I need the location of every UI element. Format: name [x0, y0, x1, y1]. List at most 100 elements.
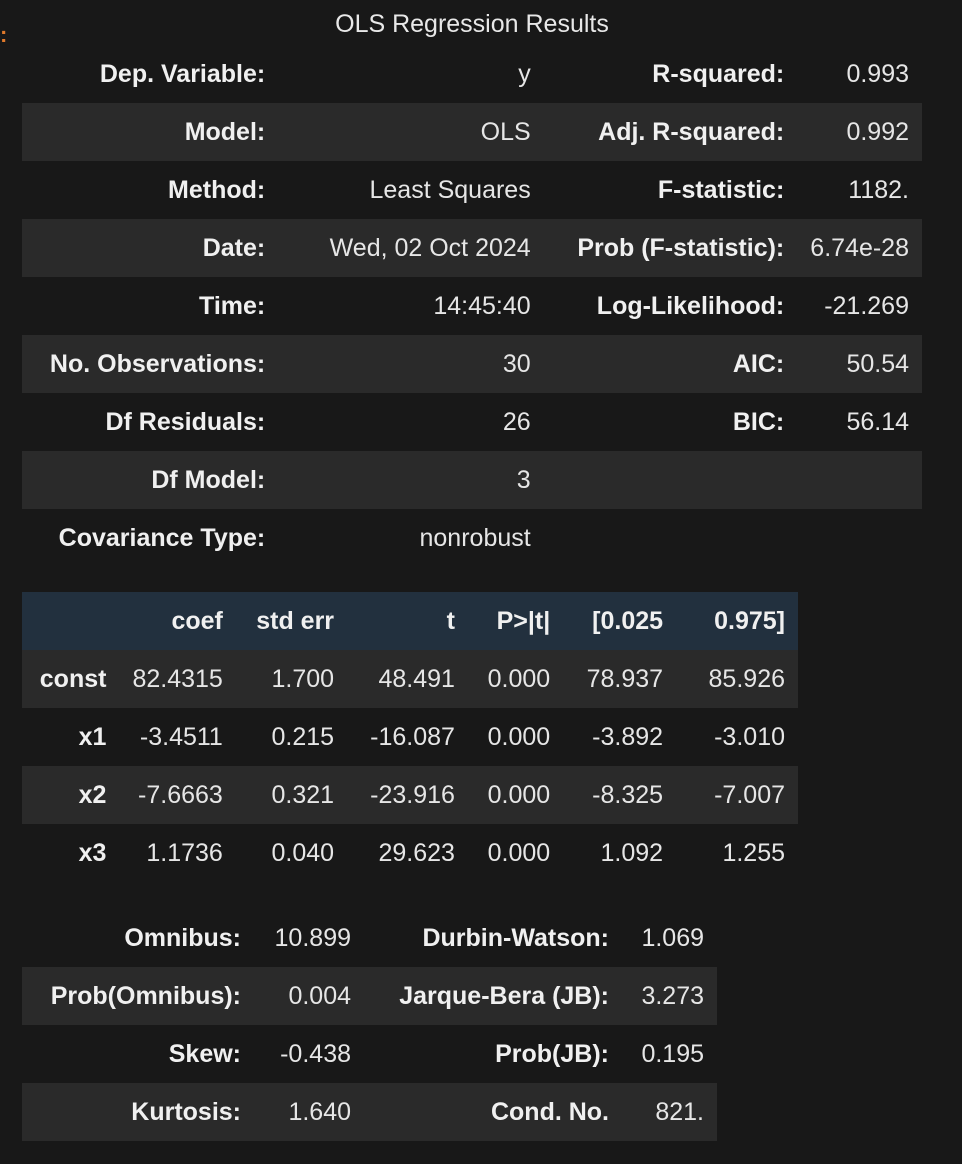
summary-label: Df Residuals:: [105, 407, 266, 436]
summary-label: Df Model:: [22, 451, 279, 509]
coefficients-table: coef std err t P>|t| [0.025 0.975] const…: [22, 592, 798, 882]
diagnostics-label: Omnibus:: [124, 923, 241, 952]
summary-label: BIC:: [732, 407, 785, 436]
row-label: x3: [78, 838, 107, 867]
summary-value: 1182.: [848, 175, 909, 204]
row-label: const: [22, 650, 120, 708]
table-cell: 0.000: [487, 838, 551, 867]
summary-value: 14:45:40: [433, 291, 531, 320]
diagnostics-label: Skew:: [168, 1039, 241, 1068]
summary-label: Log-Likelihood:: [596, 291, 785, 320]
summary-row: No. Observations: 30 AIC: 50.54: [22, 335, 922, 393]
summary-value: 30: [278, 335, 544, 393]
table-cell: 0.000: [467, 650, 564, 708]
table-cell: 1.092: [600, 838, 664, 867]
summary-value: Wed, 02 Oct 2024: [278, 219, 544, 277]
table-row: x1 -3.4511 0.215 -16.087 0.000 -3.892 -3…: [22, 708, 798, 766]
table-cell: -3.4511: [139, 722, 223, 751]
summary-value: 50.54: [797, 335, 922, 393]
summary-row: Method: Least Squares F-statistic: 1182.: [22, 161, 922, 219]
summary-value: 0.993: [846, 59, 909, 88]
table-cell: -16.087: [370, 722, 455, 751]
table-cell: 0.215: [271, 722, 335, 751]
summary-value: OLS: [278, 103, 544, 161]
summary-label: Method:: [168, 175, 266, 204]
table-row: x2 -7.6663 0.321 -23.916 0.000 -8.325 -7…: [22, 766, 798, 824]
column-header: t: [347, 592, 468, 650]
summary-label: Dep. Variable:: [99, 59, 266, 88]
summary-label: [544, 509, 798, 567]
diagnostics-label: Cond. No.: [364, 1083, 622, 1141]
summary-value: 6.74e-28: [797, 219, 922, 277]
model-summary-table: Dep. Variable: y R-squared: 0.993 Model:…: [22, 45, 922, 567]
table-row: const 82.4315 1.700 48.491 0.000 78.937 …: [22, 650, 798, 708]
table-cell: -7.007: [676, 766, 798, 824]
table-cell: -23.916: [347, 766, 468, 824]
table-cell: 1.1736: [146, 838, 223, 867]
column-header: [0.025: [563, 592, 677, 650]
diagnostics-table: Omnibus: 10.899 Durbin-Watson: 1.069 Pro…: [22, 909, 717, 1141]
row-label: x2: [22, 766, 120, 824]
table-cell: -3.892: [592, 722, 664, 751]
diagnostics-value: 10.899: [274, 923, 351, 952]
summary-label: [543, 451, 798, 509]
summary-row: Dep. Variable: y R-squared: 0.993: [22, 45, 922, 103]
summary-value: [797, 509, 922, 567]
diagnostics-value: 0.195: [641, 1039, 704, 1068]
summary-row: Df Residuals: 26 BIC: 56.14: [22, 393, 922, 451]
summary-label: AIC:: [543, 335, 798, 393]
table-cell: 0.000: [487, 722, 551, 751]
table-cell: -7.6663: [119, 766, 236, 824]
summary-label: Adj. R-squared:: [543, 103, 798, 161]
summary-label: Model:: [22, 103, 279, 161]
table-cell: 1.255: [722, 838, 785, 867]
coefficients-header-row: coef std err t P>|t| [0.025 0.975]: [22, 592, 798, 650]
summary-value: nonrobust: [419, 523, 531, 552]
summary-value: 56.14: [846, 407, 909, 436]
cell-marker: :: [0, 22, 8, 47]
diagnostics-row: Prob(Omnibus): 0.004 Jarque-Bera (JB): 3…: [22, 967, 717, 1025]
diagnostics-row: Skew: -0.438 Prob(JB): 0.195: [22, 1025, 717, 1083]
table-cell: 29.623: [378, 838, 455, 867]
summary-label: Time:: [199, 291, 266, 320]
diagnostics-value: 1.069: [641, 923, 704, 952]
table-cell: 85.926: [676, 650, 798, 708]
diagnostics-label: Kurtosis:: [22, 1083, 254, 1141]
table-cell: 0.000: [467, 766, 564, 824]
table-cell: 48.491: [347, 650, 468, 708]
diagnostics-label: Jarque-Bera (JB):: [364, 967, 622, 1025]
table-cell: -3.010: [714, 722, 785, 751]
diagnostics-label: Prob(JB):: [495, 1039, 609, 1068]
diagnostics-value: 821.: [622, 1083, 717, 1141]
summary-label: Prob (F-statistic):: [543, 219, 798, 277]
summary-row: Date: Wed, 02 Oct 2024 Prob (F-statistic…: [22, 219, 922, 277]
column-header: [22, 592, 120, 650]
table-cell: 0.321: [235, 766, 348, 824]
summary-row: Model: OLS Adj. R-squared: 0.992: [22, 103, 922, 161]
table-row: x3 1.1736 0.040 29.623 0.000 1.092 1.255: [22, 824, 798, 882]
summary-row: Time: 14:45:40 Log-Likelihood: -21.269: [22, 277, 922, 335]
row-label: x1: [78, 722, 107, 751]
summary-value: -21.269: [824, 291, 909, 320]
column-header: 0.975]: [676, 592, 798, 650]
summary-label: Covariance Type:: [58, 523, 266, 552]
diagnostics-label: Prob(Omnibus):: [22, 967, 254, 1025]
column-header: P>|t|: [467, 592, 564, 650]
table-cell: 0.040: [271, 838, 335, 867]
summary-row: Covariance Type: nonrobust: [22, 509, 922, 567]
table-cell: 1.700: [235, 650, 348, 708]
table-cell: 82.4315: [119, 650, 236, 708]
table-cell: -8.325: [563, 766, 677, 824]
column-header: std err: [235, 592, 348, 650]
summary-label: No. Observations:: [22, 335, 279, 393]
summary-caption: OLS Regression Results: [335, 10, 609, 38]
column-header: coef: [119, 592, 236, 650]
diagnostics-value: 3.273: [622, 967, 717, 1025]
summary-value: 26: [502, 407, 531, 436]
summary-value: y: [518, 59, 531, 88]
table-cell: 78.937: [563, 650, 677, 708]
diagnostics-row: Kurtosis: 1.640 Cond. No. 821.: [22, 1083, 717, 1141]
summary-value: Least Squares: [369, 175, 531, 204]
diagnostics-value: -0.438: [280, 1039, 351, 1068]
